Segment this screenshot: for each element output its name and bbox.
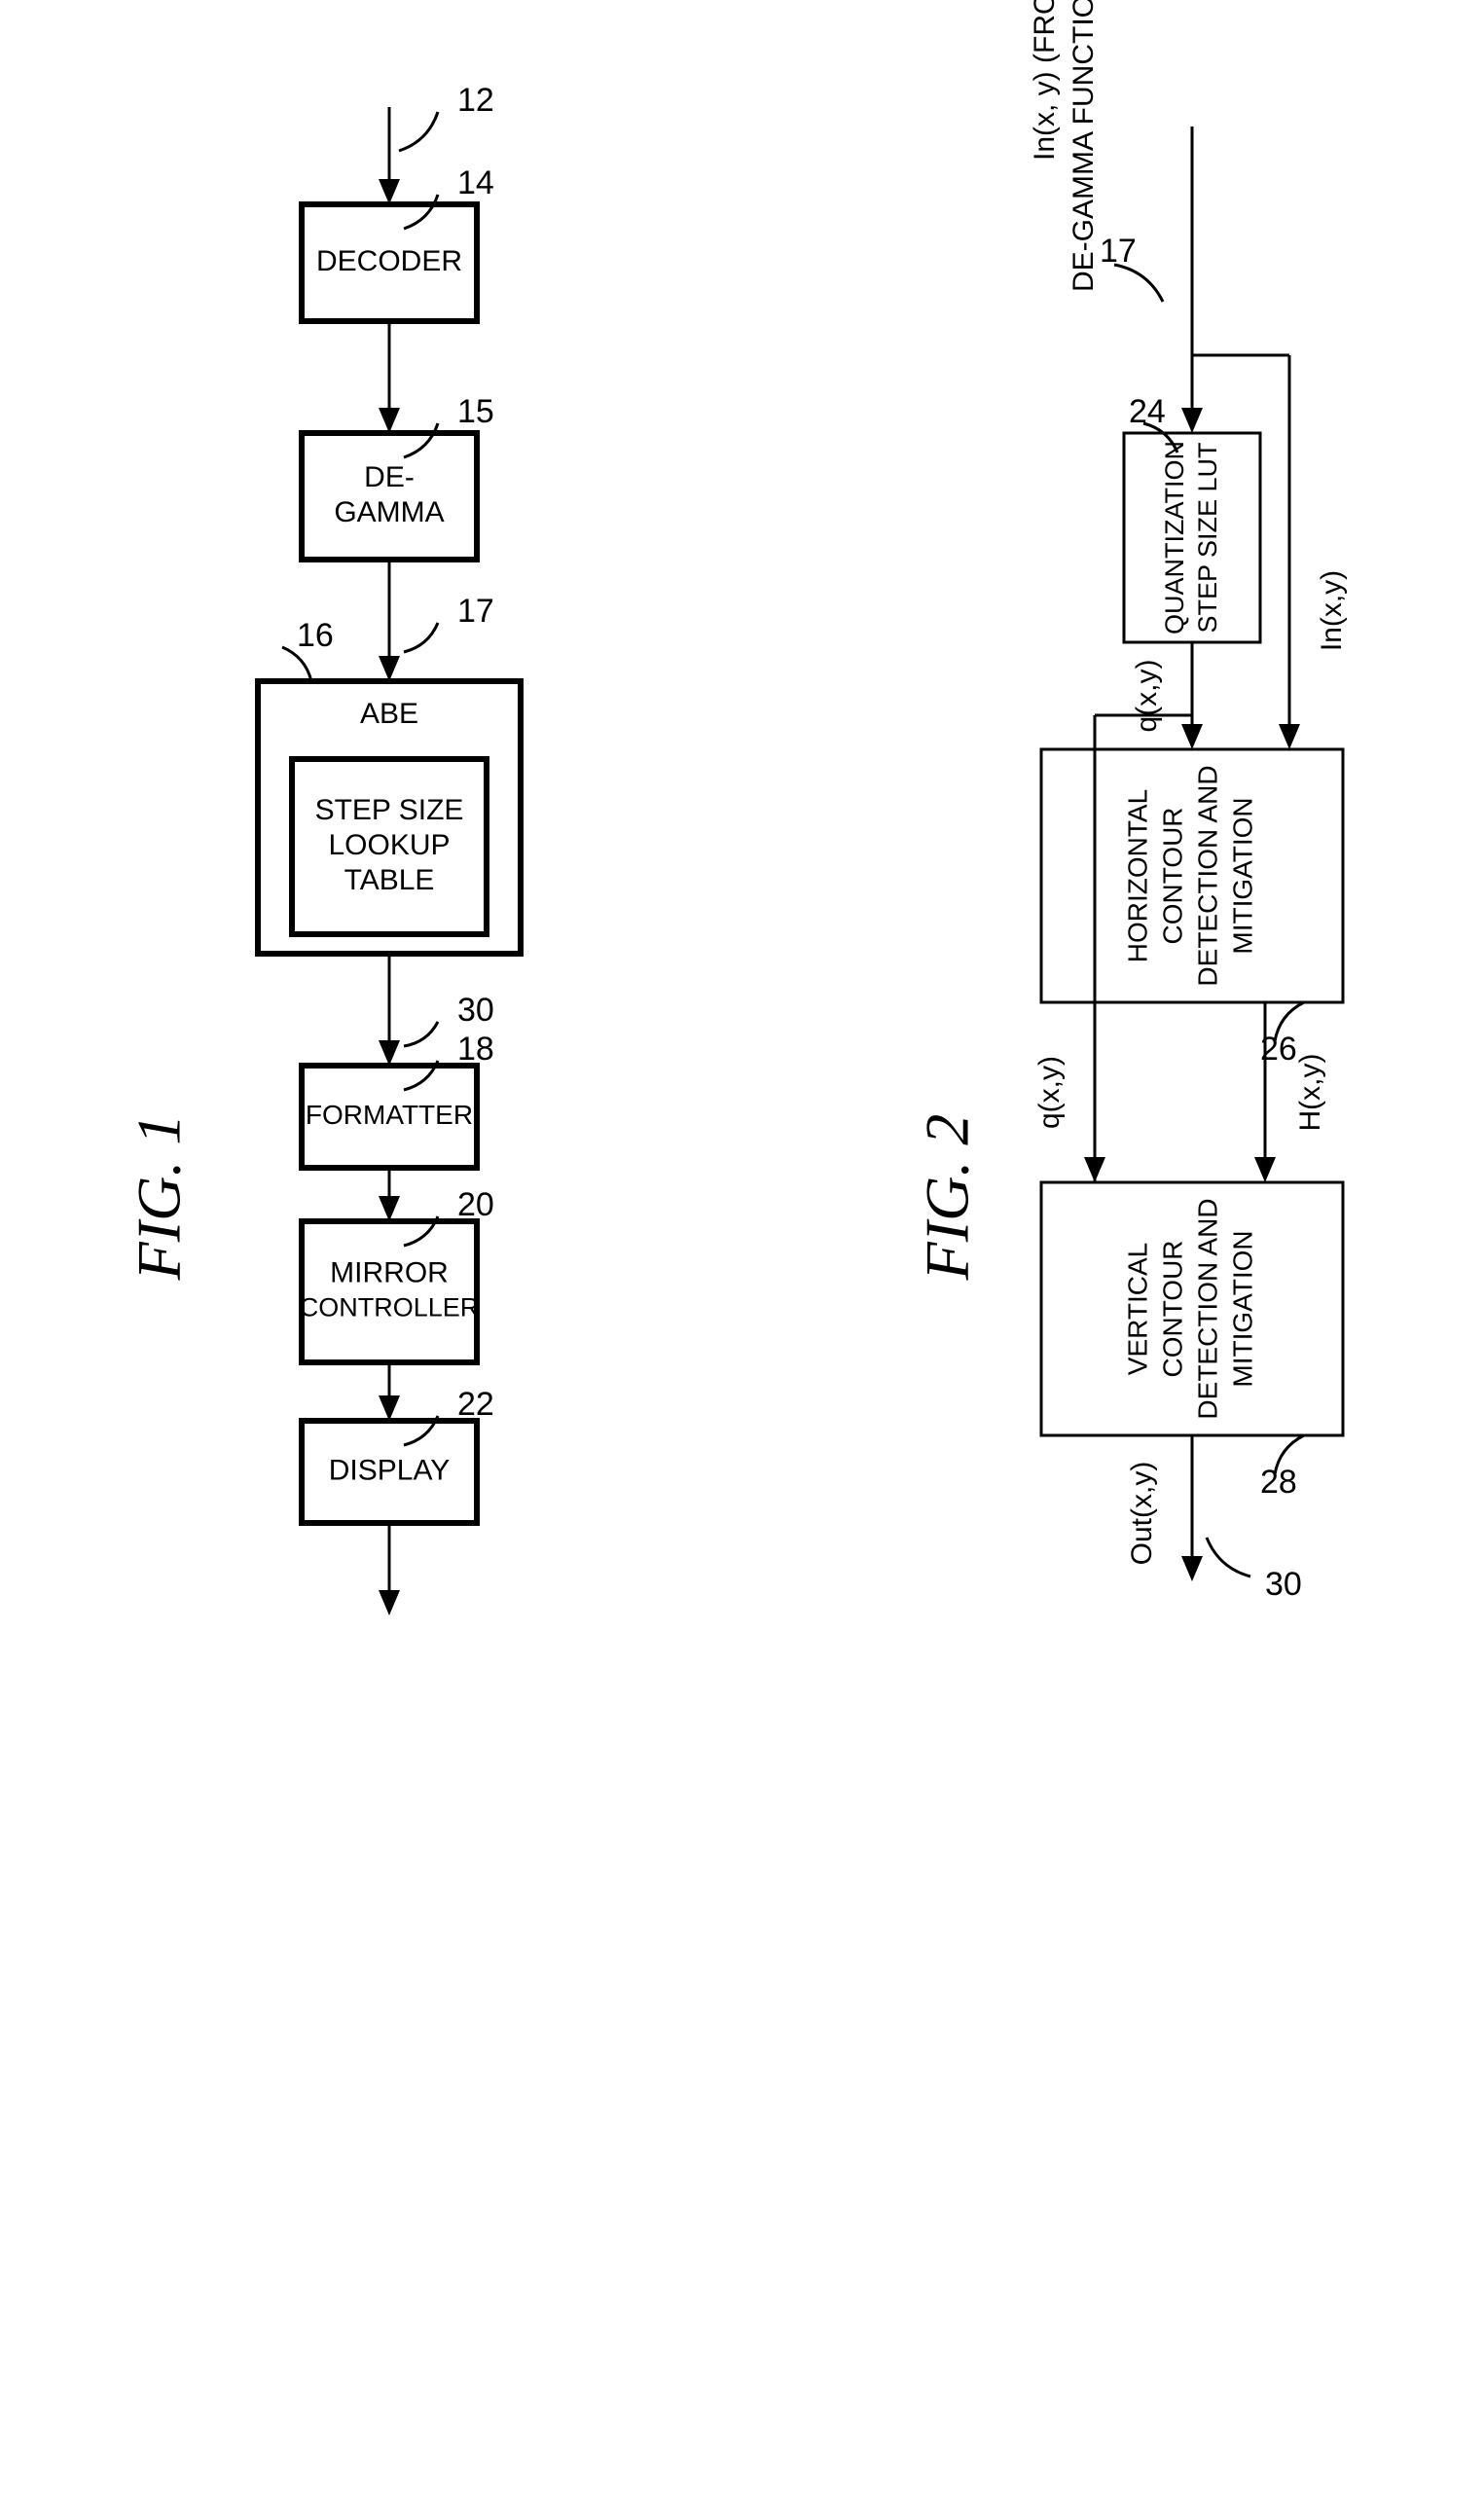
svg-text:MITIGATION: MITIGATION: [1227, 1230, 1257, 1387]
svg-text:QUANTIZATION: QUANTIZATION: [1160, 441, 1189, 634]
fig2-ref-28: 28: [1260, 1464, 1297, 1501]
fig2-ref-26: 26: [1260, 1031, 1297, 1068]
svg-text:LOOKUP: LOOKUP: [328, 829, 450, 861]
svg-text:HORIZONTAL: HORIZONTAL: [1122, 789, 1152, 962]
fig1-ref-17: 17: [457, 593, 494, 630]
fig1-ref-18: 18: [457, 1031, 494, 1068]
svg-text:STEP SIZE: STEP SIZE: [315, 794, 464, 826]
fig1-ref-16: 16: [297, 617, 334, 654]
fig2-ref-17: 17: [1100, 233, 1137, 270]
fig2-h-label: H(x,y): [1294, 1054, 1326, 1132]
svg-text:DE-: DE-: [364, 461, 415, 493]
fig2-in2-label: In(x,y): [1316, 570, 1348, 651]
fig2-lut: [1124, 433, 1260, 642]
fig2-out-label: Out(x,y): [1126, 1462, 1158, 1566]
svg-text:DETECTION AND: DETECTION AND: [1192, 1198, 1222, 1419]
fig2-title: FIG. 2: [913, 1114, 982, 1282]
svg-text:GAMMA: GAMMA: [334, 496, 444, 528]
fig1-ref-15: 15: [457, 393, 494, 430]
fig2-ref-30: 30: [1265, 1566, 1302, 1603]
svg-text:CONTROLLER: CONTROLLER: [300, 1293, 480, 1322]
svg-text:MITIGATION: MITIGATION: [1227, 797, 1257, 954]
svg-text:CONTOUR: CONTOUR: [1157, 807, 1187, 944]
svg-text:MIRROR: MIRROR: [330, 1256, 449, 1288]
fig1-title: FIG. 1: [125, 1114, 194, 1282]
fig2-q-label-1: q(x,y): [1131, 660, 1163, 733]
fig1-ref-20: 20: [457, 1186, 494, 1223]
svg-text:FORMATTER: FORMATTER: [306, 1100, 473, 1130]
fig1-decoder-label: DECODER: [316, 245, 462, 277]
fig2-in-label2: DE-GAMMA FUNCTION): [1068, 0, 1100, 292]
svg-text:VERTICAL: VERTICAL: [1122, 1243, 1152, 1375]
fig2-in-label1: In(x, y) (FROM: [1029, 0, 1061, 161]
svg-text:CONTOUR: CONTOUR: [1157, 1240, 1187, 1377]
svg-text:DISPLAY: DISPLAY: [329, 1454, 451, 1486]
fig1-ref-14: 14: [457, 164, 494, 201]
svg-text:STEP SIZE LUT: STEP SIZE LUT: [1193, 442, 1222, 633]
fig1-mirror: [302, 1221, 477, 1362]
svg-text:DETECTION AND: DETECTION AND: [1192, 765, 1222, 986]
fig1-ref-12: 12: [457, 82, 494, 119]
svg-text:TABLE: TABLE: [344, 864, 435, 896]
fig1-abe-label: ABE: [360, 698, 418, 730]
fig1-ref-22: 22: [457, 1386, 494, 1423]
fig1-ref-30: 30: [457, 992, 494, 1029]
fig2-q-label-2: q(x,y): [1033, 1056, 1066, 1129]
